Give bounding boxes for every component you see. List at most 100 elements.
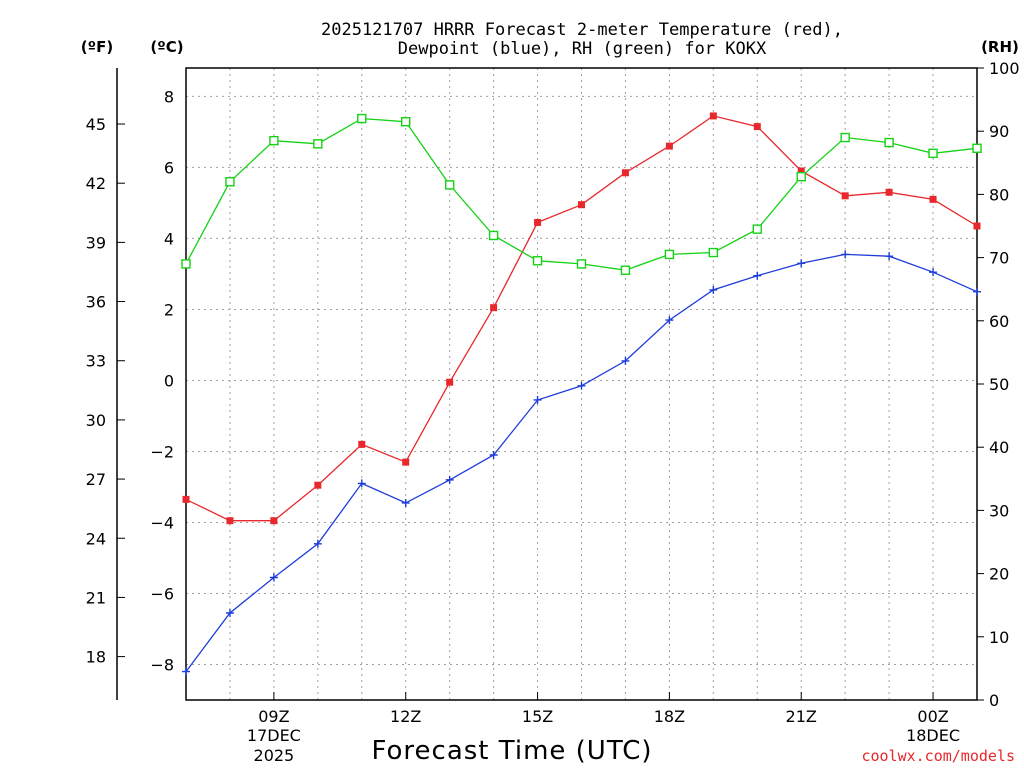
celsius-tick-label: 2: [164, 300, 174, 319]
temperature-point: [665, 142, 673, 150]
celsius-tick-label: 8: [164, 87, 174, 106]
x-tick-label: 00Z: [917, 707, 948, 726]
temperature-point: [490, 304, 498, 312]
dewpoint-point: [841, 250, 850, 259]
data-series: [181, 112, 982, 676]
rh-tick-label: 70: [989, 249, 1009, 268]
rh-point: [444, 180, 455, 190]
temperature-point: [841, 192, 849, 200]
dewpoint-point: [269, 573, 278, 582]
rh-point: [708, 247, 719, 258]
x-axis-title: Forecast Time (UTC): [371, 736, 652, 766]
dewpoint-point: [929, 268, 938, 277]
celsius-tick-label: −2: [150, 442, 174, 461]
rh-tick-label: 80: [989, 185, 1009, 204]
temperature-point: [446, 378, 454, 386]
temperature-point: [973, 222, 981, 230]
dewpoint-point: [225, 609, 234, 618]
dewpoint-point: [753, 271, 762, 280]
temperature-point: [402, 458, 410, 466]
temperature-point: [578, 201, 585, 209]
celsius-tick-label: −4: [150, 513, 174, 532]
x-tick-label: 15Z: [522, 707, 553, 726]
dewpoint-point: [621, 356, 630, 365]
temperature-point: [534, 218, 542, 226]
rh-point: [269, 135, 279, 146]
x-tick-label: 09Z: [258, 707, 289, 726]
rh-tick-label: 0: [989, 691, 999, 710]
rh-point: [181, 259, 191, 269]
fahrenheit-unit-label: (ºF): [81, 38, 113, 56]
dewpoint-point: [401, 498, 410, 507]
x-tick-year-label: 2025: [254, 746, 295, 765]
fahrenheit-tick-label: 27: [86, 470, 106, 489]
fahrenheit-tick-label: 30: [86, 411, 106, 430]
rh-point: [972, 143, 982, 153]
x-tick-label: 12Z: [390, 707, 421, 726]
rh-point: [928, 148, 938, 159]
dewpoint-point: [313, 539, 322, 548]
rh-tick-label: 50: [989, 375, 1009, 394]
fahrenheit-tick-label: 45: [86, 115, 106, 134]
rh-point: [576, 259, 587, 269]
rh-tick-label: 60: [989, 312, 1009, 331]
celsius-tick-label: 0: [164, 371, 174, 390]
rh-point: [664, 249, 675, 260]
temperature-point: [358, 440, 366, 448]
x-tick-date-label: 18DEC: [906, 726, 960, 745]
chart-title-line1: 2025121707 HRRR Forecast 2-meter Tempera…: [321, 20, 843, 40]
fahrenheit-tick-label: 33: [86, 352, 106, 371]
dewpoint-point: [885, 252, 894, 261]
rh-tick-label: 40: [989, 438, 1009, 457]
x-tick-label: 21Z: [786, 707, 817, 726]
fahrenheit-tick-label: 39: [86, 233, 106, 252]
dewpoint-point: [445, 475, 454, 484]
rh-tick-label: 20: [989, 565, 1009, 584]
rh-point: [620, 265, 631, 275]
fahrenheit-tick-label: 24: [86, 529, 106, 548]
celsius-tick-label: −6: [150, 584, 174, 603]
celsius-tick-label: 6: [164, 158, 174, 177]
rh-point: [532, 256, 543, 266]
rh-point: [488, 230, 499, 241]
rh-tick-label: 10: [989, 628, 1009, 647]
temperature-point: [182, 495, 190, 503]
temperature-point: [709, 112, 717, 120]
temperature-point: [797, 167, 805, 175]
rh-point: [225, 177, 235, 187]
rh-point: [840, 132, 850, 143]
celsius-tick-label: 4: [164, 229, 174, 248]
rh-point: [401, 117, 411, 127]
temperature-point: [226, 517, 234, 525]
chart-title-line2: Dewpoint (blue), RH (green) for KOKX: [398, 39, 767, 59]
temperature-point: [314, 481, 322, 489]
dewpoint-point: [357, 479, 366, 488]
rh-point: [796, 172, 806, 182]
temperature-point: [621, 169, 629, 177]
x-tick-label: 18Z: [654, 707, 685, 726]
celsius-tick-label: −8: [150, 655, 174, 674]
dewpoint-point: [533, 395, 542, 404]
rh-tick-label: 30: [989, 501, 1009, 520]
fahrenheit-tick-label: 36: [86, 293, 106, 312]
dewpoint-point: [665, 316, 674, 325]
dewpoint-point: [973, 287, 981, 296]
rh-point: [357, 113, 367, 124]
fahrenheit-tick-label: 21: [86, 588, 106, 607]
fahrenheit-tick-label: 18: [86, 648, 106, 667]
dewpoint-point: [489, 451, 498, 460]
rh-tick-label: 90: [989, 122, 1009, 141]
rh-point: [752, 224, 762, 234]
dewpoint-point: [709, 285, 718, 294]
rh-point: [313, 139, 323, 149]
rh-tick-label: 100: [989, 59, 1020, 78]
rh-point: [884, 137, 894, 148]
rh-unit-label: (RH): [981, 38, 1019, 56]
temperature-point: [753, 123, 761, 131]
fahrenheit-tick-label: 42: [86, 174, 106, 193]
x-tick-date-label: 17DEC: [247, 726, 301, 745]
temperature-point: [885, 188, 893, 196]
credit-link[interactable]: coolwx.com/models: [861, 747, 1015, 765]
